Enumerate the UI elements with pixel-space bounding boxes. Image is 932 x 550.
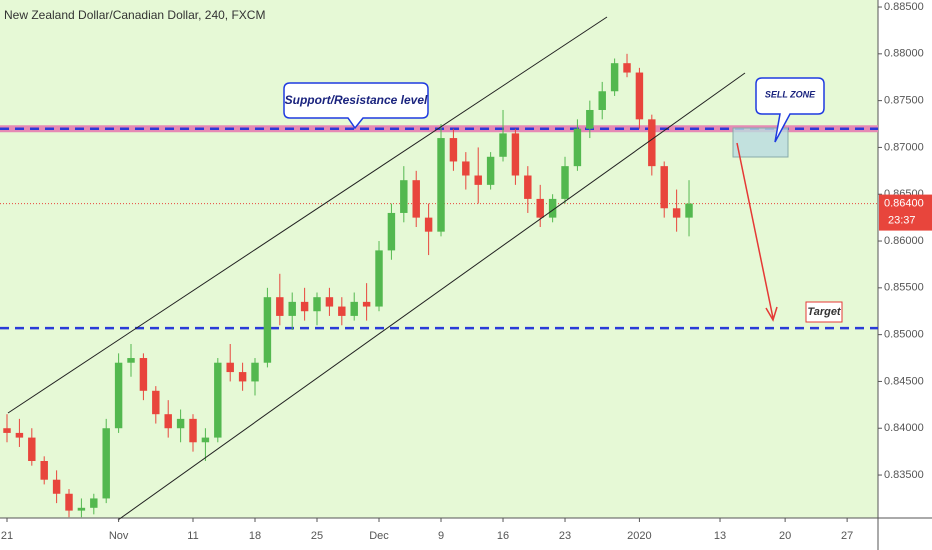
candle-body xyxy=(648,119,656,167)
arrow-head xyxy=(765,306,778,322)
candle-body xyxy=(462,161,470,176)
candle-body xyxy=(375,250,383,307)
y-tick-label: 0.83500 xyxy=(884,469,924,481)
candle-body xyxy=(313,297,321,312)
channel-upper xyxy=(7,16,608,414)
price-label: 0.86400 xyxy=(884,197,924,209)
x-tick-label: 20 xyxy=(779,530,791,542)
candle-body xyxy=(251,362,259,382)
price-label-box xyxy=(879,194,932,231)
x-tick-label: Nov xyxy=(109,530,129,542)
candle-body xyxy=(214,362,222,438)
channel-lower xyxy=(117,72,746,521)
x-tick-label: 25 xyxy=(311,530,323,542)
candle-body xyxy=(40,460,48,480)
chart-title: New Zealand Dollar/Canadian Dollar, 240,… xyxy=(4,8,265,22)
candle-body xyxy=(486,156,495,185)
y-tick-label: 0.85500 xyxy=(884,282,924,294)
x-tick-label: 2020 xyxy=(627,530,651,542)
candle-body xyxy=(189,418,197,443)
y-tick-label: 0.88000 xyxy=(884,48,924,60)
candle-body xyxy=(561,166,569,199)
x-tick-label: 21 xyxy=(1,530,13,542)
y-tick-label: 0.87000 xyxy=(884,141,924,153)
x-tick-label: 27 xyxy=(841,530,853,542)
candle-body xyxy=(400,180,408,213)
candle-body xyxy=(238,372,247,382)
candle-body xyxy=(685,203,693,218)
candle-body xyxy=(660,166,668,209)
candle-body xyxy=(412,180,420,218)
candle-body xyxy=(114,362,123,429)
x-tick-label: 16 xyxy=(497,530,509,542)
candle-body xyxy=(288,301,296,316)
candle-body xyxy=(536,198,544,218)
y-tick-label: 0.84500 xyxy=(884,375,924,387)
y-tick-label: 0.87500 xyxy=(884,95,924,107)
candle-body xyxy=(672,208,681,218)
candle-body xyxy=(3,428,11,433)
candle-body xyxy=(176,418,185,429)
candle-body xyxy=(586,109,594,129)
candle-body xyxy=(226,362,234,373)
price-scale xyxy=(878,0,932,550)
candle-body xyxy=(424,217,433,232)
x-tick-label: Dec xyxy=(369,530,389,542)
plot-background xyxy=(0,0,878,518)
candle-body xyxy=(387,212,396,251)
candle-body xyxy=(610,63,619,92)
candle-body xyxy=(573,128,582,167)
candle-body xyxy=(623,63,631,73)
candle-body xyxy=(164,414,172,429)
x-tick-label: 23 xyxy=(559,530,571,542)
candle-body xyxy=(139,358,148,391)
candle-body xyxy=(511,133,520,176)
annotation: Target xyxy=(807,306,842,318)
candle-body xyxy=(338,306,346,316)
candle-body xyxy=(152,390,160,415)
arrow xyxy=(736,142,774,319)
x-tick-label: 13 xyxy=(714,530,726,542)
candle-body xyxy=(15,432,24,438)
countdown: 23:37 xyxy=(888,214,916,226)
annotation: SELL ZONE xyxy=(765,89,816,99)
callout-box xyxy=(283,82,429,130)
candle-body xyxy=(437,138,445,232)
candle-body xyxy=(28,437,36,461)
callout-box xyxy=(755,77,825,143)
candle-body xyxy=(90,498,98,508)
candle-body xyxy=(300,301,309,312)
candle-body xyxy=(127,358,135,363)
drawings: Support/Resistance level SELL ZONE Targe… xyxy=(7,16,843,521)
candle-body xyxy=(52,479,61,494)
y-tick-label: 0.84000 xyxy=(884,422,924,434)
candle-body xyxy=(635,72,644,120)
x-tick-label: 9 xyxy=(438,530,444,542)
y-tick-label: 0.86000 xyxy=(884,235,924,247)
annotation: Support/Resistance level xyxy=(285,93,428,107)
candle-body xyxy=(102,428,110,499)
candle-body xyxy=(474,175,482,185)
candle-body xyxy=(449,138,458,162)
candle-body xyxy=(598,91,606,110)
y-tick-label: 0.88500 xyxy=(884,1,924,13)
candle-body xyxy=(263,297,272,363)
candles xyxy=(3,53,693,518)
x-tick-label: 11 xyxy=(187,530,198,542)
x-tick-label: 18 xyxy=(249,530,261,542)
y-tick-label: 0.85000 xyxy=(884,329,924,341)
candle-body xyxy=(350,301,358,316)
candle-body xyxy=(548,198,557,218)
candle-body xyxy=(362,301,371,307)
candle-body xyxy=(499,133,507,157)
candle-body xyxy=(325,297,334,307)
candle-body xyxy=(65,493,73,511)
time-scale xyxy=(0,518,878,550)
candle-body xyxy=(201,437,210,443)
candle-body xyxy=(276,297,284,316)
candle-body xyxy=(77,507,86,511)
target-box xyxy=(805,301,843,323)
candle-body xyxy=(524,175,532,199)
